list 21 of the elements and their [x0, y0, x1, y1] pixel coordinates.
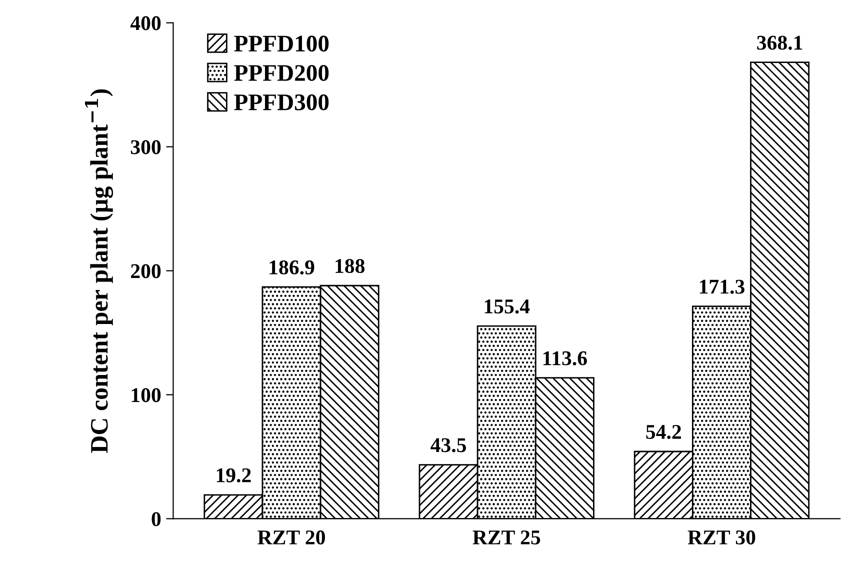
- y-tick-label: 200: [131, 264, 161, 278]
- data-label: 113.6: [543, 351, 587, 366]
- data-label: 54.2: [646, 424, 681, 440]
- data-label: 43.5: [430, 438, 466, 452]
- y-tick-label: 0: [152, 512, 161, 526]
- y-tick-label: 100: [132, 388, 161, 402]
- data-label: 19.2: [216, 468, 251, 482]
- y-tick-label: 400: [130, 16, 161, 30]
- legend-label: PPFD100: [234, 36, 329, 52]
- legend-label: PPFD200: [234, 65, 329, 81]
- x-tick-label: RZT 20: [258, 530, 325, 544]
- x-tick-label: RZT 25: [472, 530, 540, 544]
- x-tick-label: RZT 30: [688, 530, 756, 544]
- y-tick-label: 300: [130, 140, 161, 154]
- y-axis-title: DC content per plant (µg plant$^{−1}$): [84, 89, 114, 453]
- legend-label: PPFD300: [234, 94, 329, 110]
- data-label: 186.9: [270, 260, 314, 275]
- data-label: 171.3: [700, 280, 744, 294]
- data-label: 155.4: [484, 300, 530, 314]
- data-label: 368.1: [757, 36, 802, 50]
- data-label: 188: [336, 259, 365, 274]
